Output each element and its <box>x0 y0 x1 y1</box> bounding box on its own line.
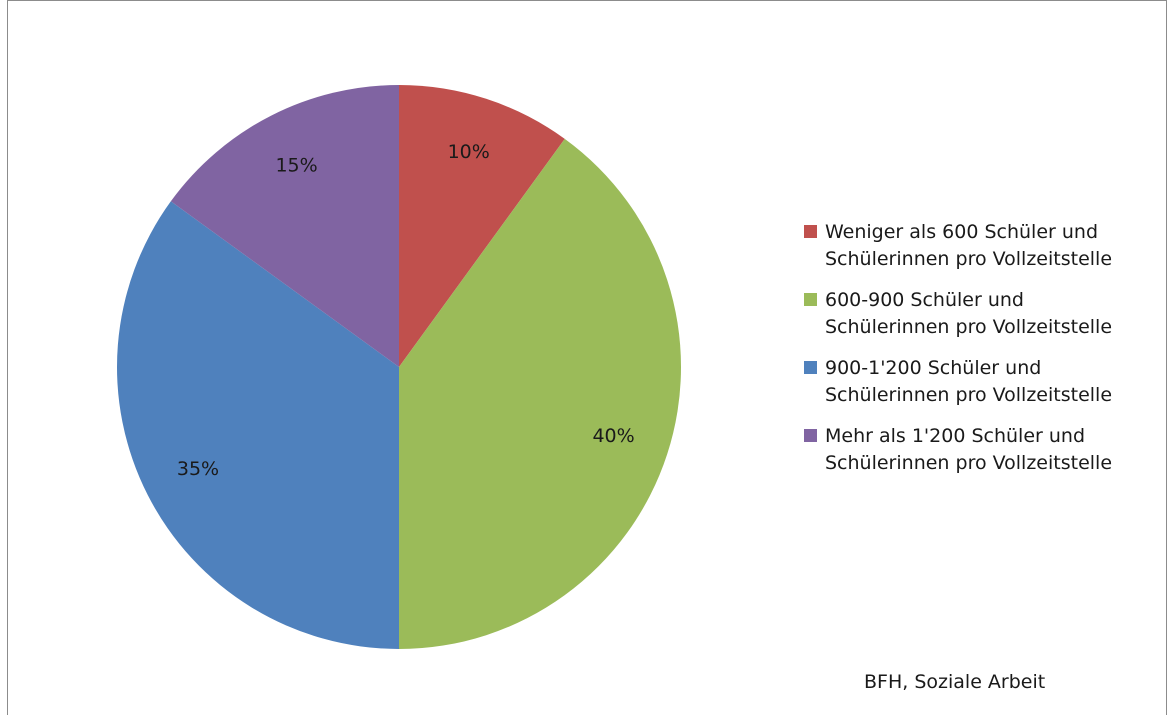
legend-swatch <box>804 361 817 374</box>
pie-slice-1 <box>399 85 565 367</box>
slice-label-4: 15% <box>275 154 317 176</box>
legend-swatch <box>804 429 817 442</box>
legend-swatch <box>804 293 817 306</box>
legend-label: Weniger als 600 Schüler und Schülerinnen… <box>825 221 1113 270</box>
legend-label: 900-1'200 Schüler und Schülerinnen pro V… <box>825 357 1113 406</box>
source-note: BFH, Soziale Arbeit <box>864 671 1046 693</box>
legend: Weniger als 600 Schüler und Schülerinnen… <box>804 219 1164 491</box>
legend-swatch <box>804 225 817 238</box>
pie-slice-3 <box>116 201 399 649</box>
slice-label-2: 40% <box>592 425 634 447</box>
legend-label: Mehr als 1'200 Schüler und Schülerinnen … <box>825 425 1113 474</box>
pie-slice-4 <box>170 84 399 367</box>
legend-item-3: 900-1'200 Schüler und Schülerinnen pro V… <box>804 355 1164 409</box>
slice-label-3: 35% <box>177 458 219 480</box>
chart-area: 10% 40% 35% 15% Weniger als 600 Schüler und… <box>7 0 1167 715</box>
legend-label: 600-900 Schüler und Schülerinnen pro Vol… <box>825 289 1113 338</box>
pie-slice-2 <box>399 138 681 649</box>
slice-label-1: 10% <box>448 141 490 163</box>
legend-item-2: 600-900 Schüler und Schülerinnen pro Vol… <box>804 287 1164 341</box>
pie-chart: 10% 40% 35% 15% <box>116 84 681 649</box>
legend-item-4: Mehr als 1'200 Schüler und Schülerinnen … <box>804 423 1164 477</box>
legend-item-1: Weniger als 600 Schüler und Schülerinnen… <box>804 219 1164 273</box>
